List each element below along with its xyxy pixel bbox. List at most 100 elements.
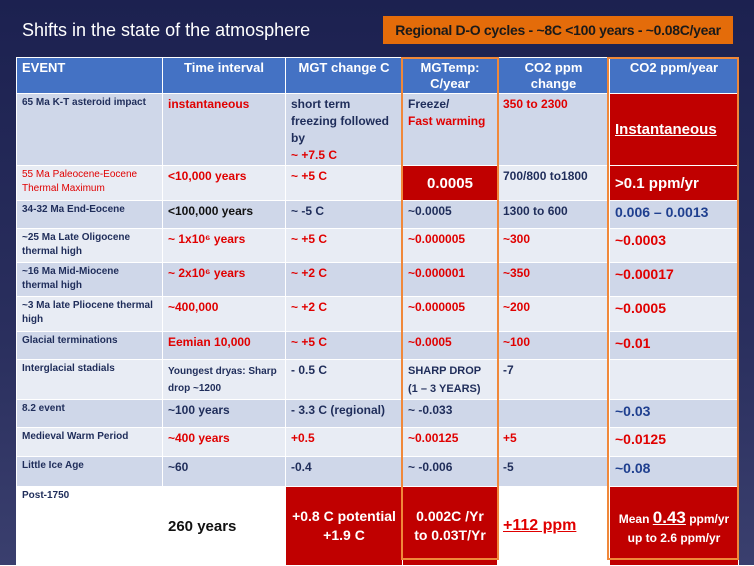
cell: -5 <box>497 456 610 488</box>
cell-text: ~ +2 C <box>291 300 328 315</box>
cell-text: Glacial terminations <box>22 335 118 347</box>
cell-text: ~100 <box>503 335 531 350</box>
cell: ~ 1x10⁶ years <box>162 228 286 264</box>
cell: ~0.03 <box>609 399 739 429</box>
row-label: 65 Ma K-T asteroid impact <box>16 93 163 167</box>
cell-text: ~ -0.033 <box>408 403 453 418</box>
cell: Instantaneous <box>609 93 739 167</box>
cell-text: ~400 years <box>168 431 230 446</box>
cell-text: ~300 <box>503 232 531 247</box>
table-row: 34-32 Ma End-Eocene <100,000 years ~ -5 C ~… <box>16 200 739 230</box>
cell: ~ +5 C <box>285 331 403 361</box>
cell-text: +112 ppm <box>503 517 577 535</box>
cell: ~100 years <box>162 399 286 429</box>
table-row: ~25 Ma Late Oligocene thermal high ~ 1x10… <box>16 228 739 264</box>
row-label: Post-1750 <box>16 486 163 566</box>
cell-text: Medieval Warm Period <box>22 431 129 443</box>
cell-text: >0.1 ppm/yr <box>615 174 699 192</box>
cell-text: 0.002C /Yr to 0.03T/Yr <box>414 507 486 544</box>
cell-text: ~0.01 <box>615 335 651 352</box>
cell: ~0.0005 <box>402 200 498 230</box>
cell: ~0.000005 <box>402 228 498 264</box>
cell-text: Freeze/ <box>408 97 450 112</box>
row-label: ~16 Ma Mid-Miocene thermal high <box>16 262 163 298</box>
table-row: ~16 Ma Mid-Miocene thermal high ~ 2x10⁶ y… <box>16 262 739 298</box>
row-label: 34-32 Ma End-Eocene <box>16 200 163 230</box>
cell: ~400,000 <box>162 296 286 333</box>
cell-text: 700/800 to1800 <box>503 169 588 184</box>
cell-text: 8.2 event <box>22 403 65 415</box>
table-row: Interglacial stadials Youngest dryas: Sha… <box>16 359 739 401</box>
cell: ~0.0003 <box>609 228 739 264</box>
data-table: EVENT Time interval MGT change C MGTemp: C/… <box>16 56 739 566</box>
cell: 700/800 to1800 <box>497 165 610 202</box>
cell: ~0.0005 <box>609 296 739 333</box>
cell-text: ~0.03 <box>615 403 651 420</box>
row-label: Medieval Warm Period <box>16 427 163 458</box>
cell: Mean 0.43 ppm/yr up to 2.6 ppm/yr <box>609 486 739 566</box>
cell: ~0.000005 <box>402 296 498 333</box>
cell-text: +0.5 <box>291 431 315 446</box>
table-row: 55 Ma Paleocene-Eocene Thermal Maximum <… <box>16 165 739 202</box>
cell: 260 years <box>162 486 286 566</box>
cell-text: 1300 to 600 <box>503 204 568 219</box>
cell-text: ~0.000005 <box>408 300 466 315</box>
header-cell: CO2 ppm change <box>497 56 610 95</box>
cell-text: -5 <box>503 460 514 475</box>
cell-text: Eemian 10,000 <box>168 335 251 350</box>
cell: ~ -0.006 <box>402 456 498 488</box>
cell: SHARP DROP (1 – 3 YEARS) <box>402 359 498 401</box>
cell-text: 65 Ma K-T asteroid impact <box>22 97 146 109</box>
header-cell: Time interval <box>162 56 286 95</box>
cell: +112 ppm <box>497 486 610 566</box>
header-cell: MGT change C <box>285 56 403 95</box>
cell: 1300 to 600 <box>497 200 610 230</box>
cell-text: ~3 Ma late Pliocene thermal high <box>22 300 153 326</box>
cell-text: ~ +7.5 C <box>291 147 338 162</box>
cell: ~ -5 C <box>285 200 403 230</box>
cell-text: ~0.0005 <box>615 300 666 317</box>
header-cell: CO2 ppm/year <box>609 56 739 95</box>
cell: 0.006 – 0.0013 <box>609 200 739 230</box>
row-label: Glacial terminations <box>16 331 163 361</box>
cell: Youngest dryas: Sharp drop ~1200 <box>162 359 286 401</box>
cell-text: short term freezing followed by <box>291 97 390 145</box>
cell: ~ +2 C <box>285 262 403 298</box>
cell: +0.5 <box>285 427 403 458</box>
cell-text: -7 <box>503 363 514 378</box>
cell: - 3.3 C (regional) <box>285 399 403 429</box>
cell-text: ~ 2x10⁶ years <box>168 266 246 281</box>
cell-text: ~200 <box>503 300 531 315</box>
cell <box>497 399 610 429</box>
cell-text: ~0.000001 <box>408 266 466 281</box>
cell-text: ppm/yr up to 2.6 ppm/yr <box>627 512 730 545</box>
row-label: Interglacial stadials <box>16 359 163 401</box>
badge: Regional D-O cycles - ~8C <100 years - ~… <box>383 16 733 44</box>
cell-text: ~0.00017 <box>615 266 674 283</box>
cell-text: ~ -5 C <box>291 204 325 219</box>
cell-text: SHARP DROP (1 – 3 YEARS) <box>408 365 481 395</box>
cell: Eemian 10,000 <box>162 331 286 361</box>
cell: <100,000 years <box>162 200 286 230</box>
cell-text: ~0.00125 <box>408 431 459 446</box>
cell: 350 to 2300 <box>497 93 610 167</box>
table-row: Post-1750 260 years +0.8 C potential +1.9 … <box>16 486 739 566</box>
row-label: ~3 Ma late Pliocene thermal high <box>16 296 163 333</box>
table-row: ~3 Ma late Pliocene thermal high ~400,000… <box>16 296 739 333</box>
cell-text: 0.006 – 0.0013 <box>615 204 709 221</box>
cell: -7 <box>497 359 610 401</box>
cell: ~ -0.033 <box>402 399 498 429</box>
cell-text: - 3.3 C (regional) <box>291 403 386 418</box>
cell-text: ~0.000005 <box>408 232 466 247</box>
cell-text: ~ +5 C <box>291 232 328 247</box>
cell-text: +5 <box>503 431 517 446</box>
cell-text: ~100 years <box>168 403 230 418</box>
cell-text: 0.0005 <box>427 174 473 192</box>
cell-text: ~16 Ma Mid-Miocene thermal high <box>22 266 119 292</box>
table-row: Medieval Warm Period ~400 years +0.5 ~0.001… <box>16 427 739 458</box>
cell-text: - 0.5 C <box>291 363 328 378</box>
row-label: ~25 Ma Late Oligocene thermal high <box>16 228 163 264</box>
cell-text: ~ +5 C <box>291 169 328 184</box>
cell-text: ~0.08 <box>615 460 651 477</box>
cell-text: Fast warming <box>408 113 486 128</box>
